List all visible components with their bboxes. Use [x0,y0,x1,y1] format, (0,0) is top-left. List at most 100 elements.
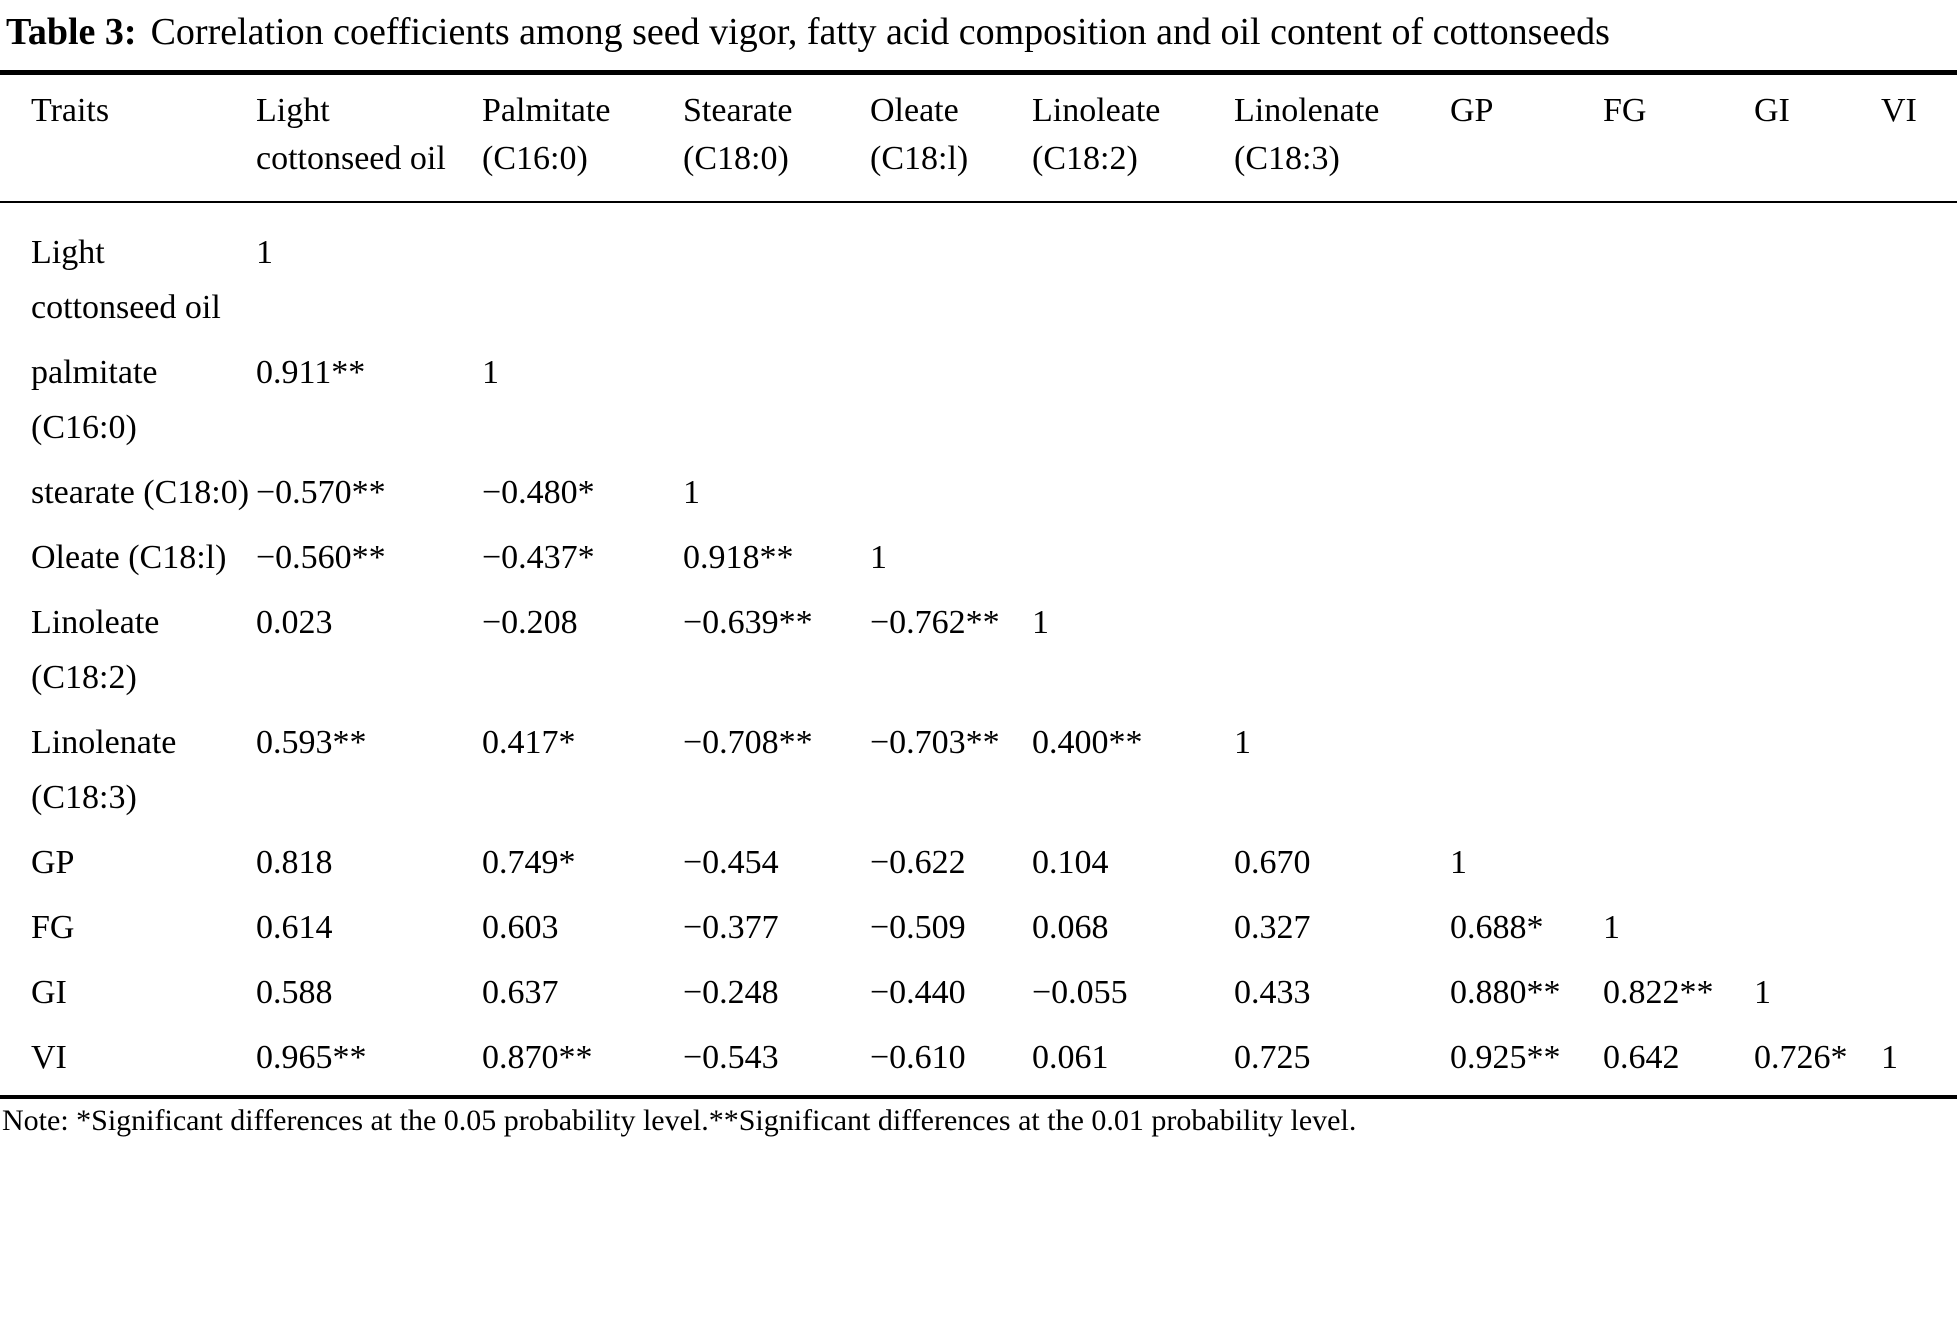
table-caption-label: Table 3: [6,11,137,53]
column-header-traits: Traits [0,72,256,203]
trait-cell: GP [31,844,75,881]
trait-cell: GI [31,974,67,1011]
value-cell [683,345,870,465]
value-cell: −0.543 [683,1039,779,1076]
value-cell: 0.870** [482,1039,593,1076]
value-cell [1603,715,1754,835]
value-cell: 1 [683,474,700,511]
value-cell: −0.437* [482,539,595,576]
value-cell [1754,465,1881,530]
value-cell [1603,530,1754,595]
column-header-vi: VI [1881,72,1957,203]
value-cell: 0.614 [256,909,333,946]
value-cell: 0.061 [1032,1039,1109,1076]
table-row: stearate (C18:0) −0.570** −0.480* 1 [0,465,1957,530]
value-cell: −0.454 [683,844,779,881]
value-cell: 0.400** [1032,724,1143,761]
value-cell [1754,835,1881,900]
value-cell: 1 [1754,974,1771,1011]
column-header-fg: FG [1603,72,1754,203]
table-header: Traits Light cottonseed oil Palmitate (C… [0,72,1957,203]
value-cell: −0.708** [683,724,813,761]
value-cell: −0.703** [870,724,1000,761]
trait-cell: Oleate (C18:l) [31,539,227,576]
value-cell: 1 [1881,1039,1898,1076]
value-cell [1450,715,1603,835]
column-header-palmitate: Palmitate (C16:0) [482,72,683,203]
value-cell: −0.440 [870,974,966,1011]
value-cell: 0.023 [256,604,333,641]
value-cell: 0.417* [482,724,576,761]
value-cell: 0.818 [256,844,333,881]
value-cell: 0.642 [1603,1039,1680,1076]
table-row: VI 0.965** 0.870** −0.543 −0.610 0.061 0.725 0.… [0,1030,1957,1097]
value-cell: 1 [1450,844,1467,881]
value-cell: −0.480* [482,474,595,511]
value-cell [1450,595,1603,715]
value-cell [1450,465,1603,530]
trait-cell: FG [31,909,75,946]
value-cell [1881,465,1957,530]
column-header-stearate: Stearate (C18:0) [683,72,870,203]
value-cell [1032,202,1234,345]
value-cell [1881,965,1957,1030]
value-cell [1754,202,1881,345]
value-cell: −0.055 [1032,974,1128,1011]
table-row: Linoleate (C18:2) 0.023 −0.208 −0.639** −0.7… [0,595,1957,715]
value-cell: 0.822** [1603,974,1714,1011]
table-figure: Table 3: Correlation coefficients among s… [0,11,1957,1137]
value-cell: 0.911** [256,354,366,391]
value-cell: 0.593** [256,724,367,761]
value-cell: 0.588 [256,974,333,1011]
value-cell [1754,715,1881,835]
table-row: Linolenate (C18:3) 0.593** 0.417* −0.708** −… [0,715,1957,835]
value-cell: 0.068 [1032,909,1109,946]
value-cell [1234,595,1450,715]
value-cell: 0.880** [1450,974,1561,1011]
value-cell [1450,202,1603,345]
value-cell: 0.725 [1234,1039,1311,1076]
value-cell [1234,465,1450,530]
value-cell [870,465,1032,530]
value-cell [1234,202,1450,345]
value-cell: 0.327 [1234,909,1311,946]
value-cell [683,202,870,345]
table-body: Light cottonseed oil 1 palmitate (C16:0) 0.… [0,202,1957,1097]
value-cell [1603,345,1754,465]
value-cell: 0.670 [1234,844,1311,881]
value-cell [1881,715,1957,835]
value-cell: 1 [1032,604,1049,641]
value-cell [1032,465,1234,530]
value-cell [1450,530,1603,595]
value-cell [1881,835,1957,900]
value-cell: 0.433 [1234,974,1311,1011]
value-cell: −0.208 [482,604,578,641]
value-cell: −0.622 [870,844,966,881]
correlation-table: Traits Light cottonseed oil Palmitate (C… [0,70,1957,1099]
value-cell: −0.248 [683,974,779,1011]
value-cell [1754,530,1881,595]
value-cell: −0.639** [683,604,813,641]
value-cell: 0.918** [683,539,794,576]
table-row: GI 0.588 0.637 −0.248 −0.440 −0.055 0.433 0.880… [0,965,1957,1030]
value-cell [1881,900,1957,965]
value-cell: −0.610 [870,1039,966,1076]
table-row: Light cottonseed oil 1 [0,202,1957,345]
value-cell: −0.570** [256,474,386,511]
column-header-gi: GI [1754,72,1881,203]
value-cell [1032,530,1234,595]
value-cell [1603,835,1754,900]
value-cell [1754,595,1881,715]
value-cell [1234,345,1450,465]
table-row: palmitate (C16:0) 0.911** 1 [0,345,1957,465]
table-row: Oleate (C18:l) −0.560** −0.437* 0.918** 1 [0,530,1957,595]
trait-cell: Linolenate (C18:3) [31,724,177,816]
value-cell [1450,345,1603,465]
header-row: Traits Light cottonseed oil Palmitate (C… [0,72,1957,203]
value-cell [1881,595,1957,715]
value-cell: 0.688* [1450,909,1544,946]
value-cell: 1 [482,354,499,391]
trait-cell: VI [31,1039,67,1076]
value-cell: 1 [870,539,887,576]
value-cell [1603,202,1754,345]
